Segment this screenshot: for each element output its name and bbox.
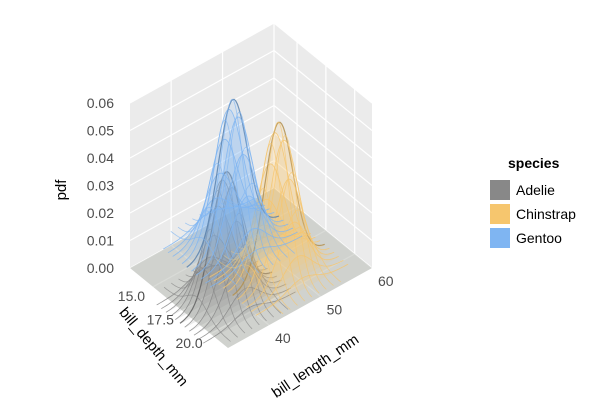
surface-gentoo bbox=[163, 98, 303, 288]
surface-slice bbox=[203, 291, 296, 344]
legend: species Adelie Chinstrap Gentoo bbox=[490, 155, 576, 248]
legend-label-chinstrap: Chinstrap bbox=[516, 206, 576, 222]
surface-line bbox=[213, 146, 281, 262]
y-tick-label: 15.0 bbox=[118, 288, 145, 304]
surface-line bbox=[223, 233, 291, 310]
surface-slice bbox=[246, 222, 339, 308]
surface-line bbox=[170, 230, 238, 286]
grid-line bbox=[273, 50, 373, 131]
surface-line bbox=[192, 171, 260, 326]
legend-label-adelie: Adelie bbox=[516, 182, 555, 198]
y-tick-label: 17.5 bbox=[147, 311, 174, 327]
surface-line bbox=[184, 162, 252, 278]
tick-labels: 0.00 0.01 0.02 0.03 0.04 0.05 0.06 15.017.520.0… bbox=[87, 95, 394, 351]
surface-line bbox=[163, 286, 231, 342]
legend-swatch-gentoo bbox=[490, 228, 510, 248]
grid-line bbox=[129, 77, 275, 159]
legend-swatch-adelie bbox=[490, 180, 510, 200]
z-tick-label: 0.03 bbox=[87, 178, 114, 194]
surface-slice bbox=[255, 264, 349, 316]
surface-slice bbox=[232, 122, 325, 297]
z-tick-label: 0.05 bbox=[87, 123, 114, 139]
grid-line bbox=[273, 22, 373, 104]
surface-slice bbox=[251, 255, 344, 312]
y-tick-label: 20.0 bbox=[175, 335, 202, 351]
surface-line bbox=[266, 209, 334, 286]
surface-line bbox=[238, 143, 305, 302]
surface-line bbox=[216, 259, 284, 315]
surface-slice bbox=[175, 180, 268, 321]
density-surfaces bbox=[156, 98, 349, 344]
surface-line bbox=[220, 182, 288, 258]
grid-line bbox=[273, 77, 373, 159]
surface-slice bbox=[184, 187, 277, 328]
surface-adelie bbox=[156, 171, 296, 344]
surface-line bbox=[252, 135, 320, 294]
surface-slice bbox=[186, 99, 279, 269]
grid-line bbox=[273, 105, 373, 186]
surface-slice bbox=[177, 139, 270, 261]
surface-line bbox=[245, 121, 313, 298]
surface-slice bbox=[209, 226, 302, 278]
grid-line bbox=[273, 132, 373, 214]
surface-line bbox=[178, 228, 246, 334]
grid-line bbox=[129, 49, 275, 132]
x-tick-label: 40 bbox=[275, 330, 291, 346]
surface-line bbox=[206, 111, 274, 266]
z-axis-title: pdf bbox=[53, 179, 70, 201]
surface-slice bbox=[170, 206, 263, 317]
surface-line bbox=[274, 227, 341, 283]
grid-line bbox=[129, 104, 275, 187]
surface-line bbox=[228, 198, 296, 254]
legend-label-gentoo: Gentoo bbox=[516, 230, 562, 246]
surface-slice bbox=[163, 197, 256, 250]
x-tick-label: 60 bbox=[378, 273, 394, 289]
surface-slice bbox=[198, 287, 291, 340]
z-tick-label: 0.04 bbox=[87, 150, 114, 166]
z-tick-label: 0.01 bbox=[87, 233, 114, 249]
grid-line bbox=[129, 159, 275, 242]
surface-line bbox=[230, 187, 298, 306]
grid-line bbox=[129, 132, 275, 214]
grid-line bbox=[129, 22, 275, 104]
surface-line bbox=[221, 254, 289, 310]
surface-slice bbox=[200, 196, 293, 280]
x-tick-label: 50 bbox=[327, 302, 343, 318]
surface-line bbox=[192, 119, 260, 274]
surface-slice bbox=[205, 228, 298, 284]
legend-swatch-chinstrap bbox=[490, 204, 510, 224]
surface-slice bbox=[196, 154, 289, 276]
surface-line bbox=[171, 268, 238, 338]
z-tick-label: 0.00 bbox=[87, 260, 114, 276]
surface-slice bbox=[241, 179, 335, 304]
surface-slice bbox=[191, 117, 284, 272]
surface-line bbox=[199, 98, 267, 270]
surface-slice bbox=[180, 171, 273, 325]
z-tick-label: 0.06 bbox=[87, 95, 114, 111]
legend-title: species bbox=[508, 155, 560, 171]
z-tick-label: 0.02 bbox=[87, 205, 114, 221]
